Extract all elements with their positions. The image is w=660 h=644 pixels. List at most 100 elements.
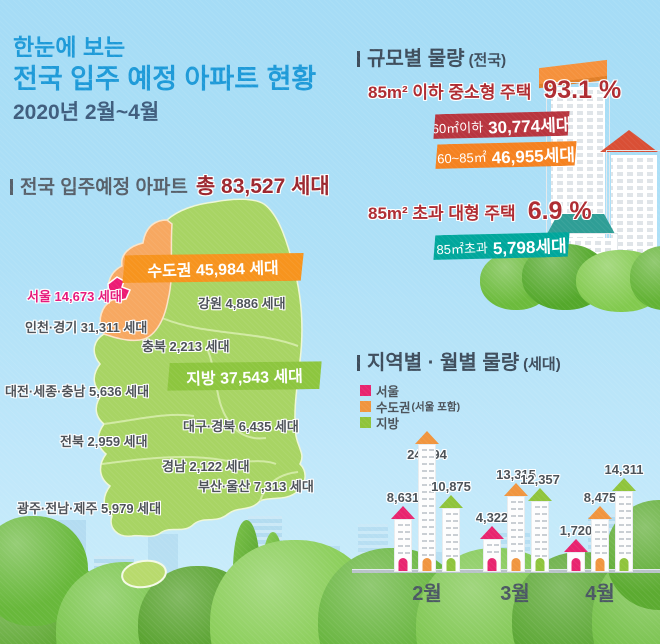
section-bar-icon: [357, 355, 360, 371]
large-housing-row: 85m² 초과 대형 주택 6.9 %: [368, 197, 592, 226]
chart-section-title: 지역별 · 월별 물량 (세대): [357, 346, 561, 375]
chart-bar: 12,357: [520, 472, 560, 572]
bar-roof-icon: [504, 483, 528, 496]
banner-label: 60㎡이하: [431, 119, 484, 136]
bar-body: [567, 552, 585, 572]
scale-title-text: 규모별 물량: [367, 48, 465, 70]
tower-roof-red: [600, 130, 658, 152]
bar-body: [418, 444, 436, 572]
bar-roof-icon: [528, 488, 552, 501]
banner-value: 30,774세대: [487, 115, 572, 137]
chart-title-text: 지역별 · 월별 물량: [367, 352, 520, 374]
legend-swatch-icon: [360, 416, 371, 428]
x-axis-label-apr: 4월: [585, 583, 615, 605]
bar-body: [394, 519, 412, 572]
chart-legend: 서울 수도권 (서울 포함) 지방: [360, 382, 461, 431]
legend-label: 수도권: [376, 400, 411, 415]
bar-door-icon: [487, 558, 497, 571]
banner-label: 85㎡초과: [436, 239, 489, 257]
small-housing-row: 85m² 이하 중소형 주택 93.1 %: [368, 76, 621, 105]
banner-label: 60~85㎡: [436, 149, 487, 166]
bar-door-icon: [535, 558, 545, 571]
map-label-gyeongnam: 경남 2,122 세대: [162, 459, 250, 474]
small-housing-pct: 93.1 %: [543, 76, 622, 104]
banner-over-85: 85㎡초과 5,798세대: [433, 231, 571, 262]
chart-bar: 1,720: [560, 523, 592, 572]
banner-under-60: 60㎡이하 30,774세대: [433, 110, 571, 141]
national-total-label: 전국 입주예정 아파트: [20, 177, 188, 198]
chart-bar: 13,315: [496, 467, 536, 572]
x-axis-label-mar: 3월: [500, 583, 530, 605]
bar-body: [507, 496, 525, 572]
bar-value-label: 4,322: [475, 510, 509, 525]
bar-body: [591, 519, 609, 572]
legend-swatch-icon: [360, 384, 371, 396]
bar-door-icon: [619, 558, 629, 571]
bar-door-icon: [595, 558, 605, 571]
legend-item: 지방: [360, 414, 460, 431]
bar-value-label: 14,311: [604, 462, 644, 477]
bar-value-label: 10,875: [431, 479, 471, 494]
chart-unit-text: (세대): [523, 356, 561, 373]
map-region-seoul: [107, 276, 132, 302]
bar-door-icon: [422, 558, 432, 571]
bar-group: 4,322 13,315 12,357: [476, 467, 560, 572]
bar-roof-icon: [439, 495, 463, 508]
small-housing-label: 85m² 이하 중소형 주택: [368, 83, 532, 102]
map-label-gwangju-jeonnam-jeju: 광주·전남·제주 5,979 세대: [17, 501, 162, 516]
bar-value-label: 8,475: [583, 490, 617, 505]
map-label-jeonbuk: 전북 2,959 세대: [60, 434, 148, 449]
map-label-incheon-gyeonggi: 인천·경기 31,311 세대: [25, 320, 148, 335]
legend-suffix: (서울 포함): [411, 400, 461, 413]
bar-roof-icon: [612, 478, 636, 491]
bar-door-icon: [398, 558, 408, 571]
bar-roof-icon: [564, 539, 588, 552]
section-bar-icon: [357, 51, 360, 67]
bar-group: 8,63124,19410,875: [387, 431, 471, 572]
banner-value: 5,798세대: [492, 236, 567, 258]
map-label-daejeon-sejong-chungnam: 대전·세종·충남 5,636 세대: [5, 384, 150, 399]
page-title-line1: 한눈에 보는: [13, 34, 126, 60]
bar-roof-icon: [480, 526, 504, 539]
national-total-value: 총 83,527 세대: [195, 175, 330, 198]
bar-value-label: 8,631: [386, 490, 420, 505]
chart-bar: 24,194: [407, 431, 447, 572]
capital-region-ribbon: 수도권 45,984 세대: [122, 251, 305, 286]
bar-value-label: 1,720: [559, 523, 593, 538]
map-label-chungbuk: 충북 2,213 세대: [142, 339, 230, 354]
legend-label: 서울: [376, 384, 400, 399]
bar-body: [483, 539, 501, 572]
map-label-daegu-gyeongbuk: 대구·경북 6,435 세대: [183, 419, 299, 434]
chart-bar: 14,311: [604, 462, 644, 572]
bar-group: 1,720 8,475 14,311: [560, 462, 644, 572]
bar-roof-icon: [391, 506, 415, 519]
map-label-busan-ulsan: 부산·울산 7,313 세대: [198, 479, 314, 494]
page-subtitle: 2020년 2월~4월: [13, 101, 160, 124]
scale-scope-text: (전국): [468, 52, 507, 69]
bar-body: [615, 491, 633, 572]
legend-swatch-icon: [360, 400, 371, 412]
bar-roof-icon: [415, 431, 439, 444]
map-region-jeju: [121, 559, 167, 589]
legend-item: 수도권 (서울 포함): [360, 398, 461, 415]
large-housing-label: 85m² 초과 대형 주택: [368, 204, 516, 223]
bar-body: [531, 501, 549, 572]
x-axis-line: [352, 569, 660, 573]
page-title-line2: 전국 입주 예정 아파트 현황: [13, 64, 317, 94]
bar-value-label: 13,315: [496, 467, 536, 482]
large-housing-pct: 6.9 %: [527, 197, 592, 225]
provincial-region-ribbon: 지방 37,543 세대: [167, 359, 323, 393]
chart-bar: 10,875: [431, 479, 471, 572]
x-axis-label-feb: 2월: [412, 583, 442, 605]
bar-value-label: 12,357: [520, 472, 560, 487]
bar-door-icon: [446, 558, 456, 571]
legend-label: 지방: [376, 416, 400, 431]
bar-door-icon: [511, 558, 521, 571]
chart-bar: 8,475: [584, 490, 616, 572]
legend-item: 서울: [360, 382, 460, 399]
bar-roof-icon: [588, 506, 612, 519]
bar-door-icon: [571, 558, 581, 571]
map-label-gangwon: 강원 4,886 세대: [198, 296, 286, 311]
